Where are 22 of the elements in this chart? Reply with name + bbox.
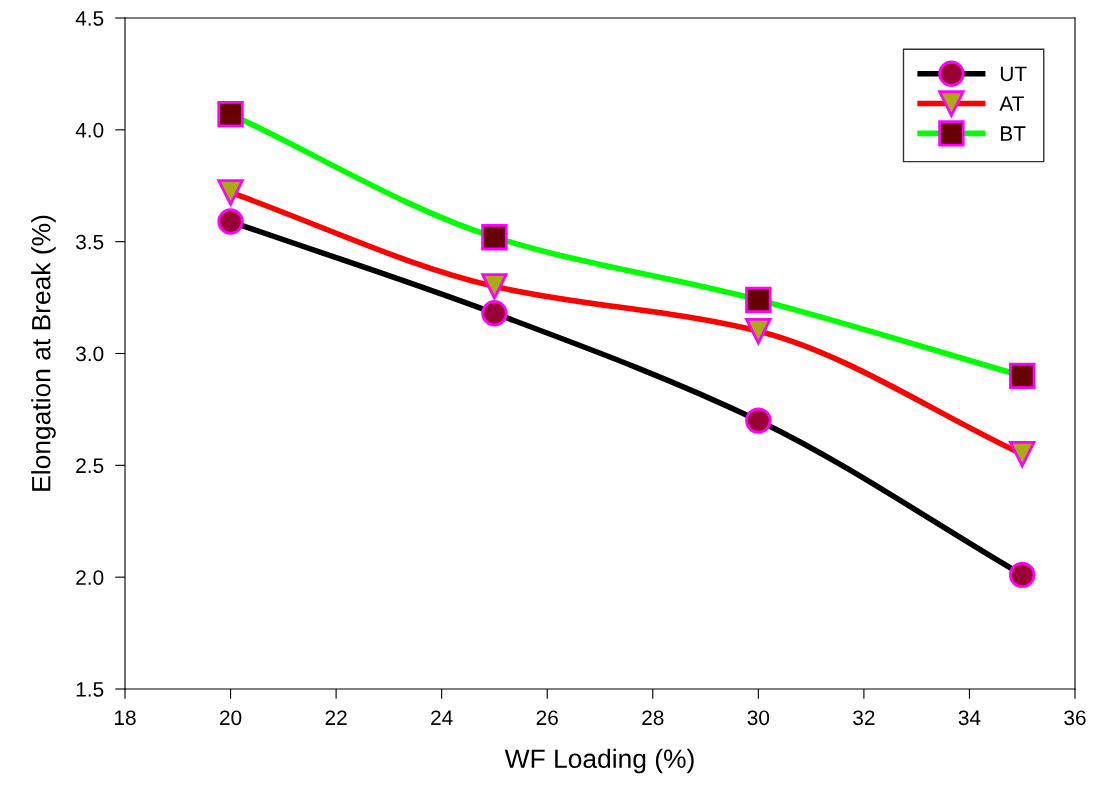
legend-label: AT bbox=[999, 96, 1024, 111]
x-tick-label: 28 bbox=[642, 710, 664, 726]
y-tick-label: 4.5 bbox=[75, 11, 104, 26]
y-tick-label: 3.5 bbox=[76, 234, 104, 250]
y-tick-label: 2.5 bbox=[76, 458, 104, 474]
x-tick-label: 24 bbox=[431, 710, 453, 725]
x-tick-label: 22 bbox=[325, 710, 347, 725]
legend-label: BT bbox=[1001, 126, 1026, 141]
y-tick-label: 2.0 bbox=[76, 570, 104, 585]
x-tick-label: 32 bbox=[853, 710, 875, 726]
x-tick-label: 34 bbox=[958, 710, 981, 726]
x-tick-label: 18 bbox=[115, 710, 136, 726]
x-tick-label: 36 bbox=[1064, 710, 1086, 726]
x-tick-label: 20 bbox=[220, 710, 242, 726]
x-tick-label: 26 bbox=[536, 710, 558, 726]
legend-label: UT bbox=[1000, 66, 1027, 82]
x-axis-title: WF Loading (%) bbox=[504, 748, 694, 774]
y-tick-label: 3.0 bbox=[76, 346, 104, 362]
x-tick-label: 30 bbox=[747, 710, 770, 726]
y-tick-label: 1.5 bbox=[76, 682, 104, 697]
y-tick-label: 4.0 bbox=[75, 122, 104, 138]
y-axis-title: Elongation at Break (%) bbox=[31, 215, 56, 491]
